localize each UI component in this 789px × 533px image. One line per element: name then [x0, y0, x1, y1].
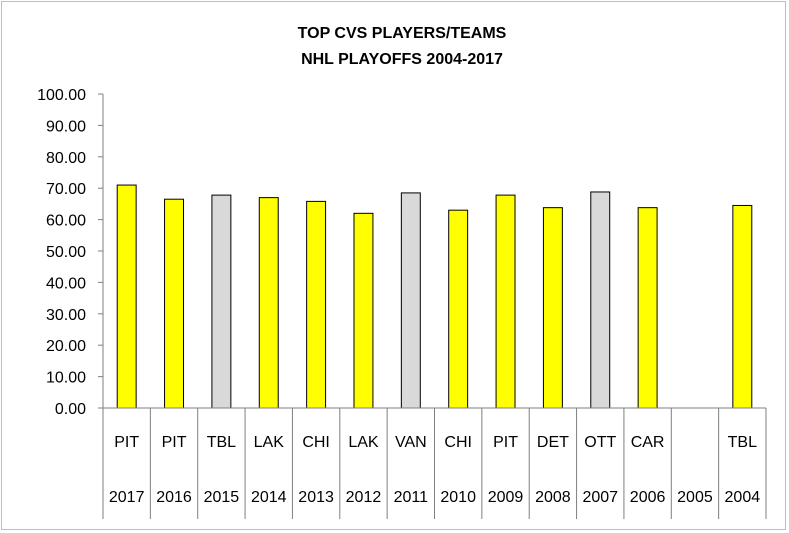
bar-2014: [258, 197, 279, 409]
y-tick-label: 100.00: [37, 87, 86, 104]
x-label-team: CAR: [631, 434, 665, 451]
y-tick-label: 30.00: [46, 307, 86, 324]
y-tick-label: 10.00: [46, 370, 86, 387]
x-label-year: 2007: [582, 489, 618, 506]
x-label-team: VAN: [395, 434, 427, 451]
x-label-year: 2010: [440, 489, 476, 506]
x-axis: PIT 2017 PIT 2016 TBL 2015 LAK 2014 CHI 2013 LAK 20…: [102, 407, 767, 519]
x-label-team: PIT: [162, 434, 187, 451]
bar-2007: [590, 191, 611, 409]
x-label-year: 2009: [488, 489, 524, 506]
x-label-year: 2008: [535, 489, 571, 506]
x-label-team: TBL: [728, 434, 757, 451]
y-tick-label: 70.00: [46, 181, 86, 198]
bar-2009: [495, 194, 516, 409]
bar-2004: [732, 204, 753, 409]
x-label-team: TBL: [207, 434, 236, 451]
x-label-year: 2004: [725, 489, 761, 506]
x-label-team: PIT: [493, 434, 518, 451]
y-tick-label: 20.00: [46, 338, 86, 355]
bar-2011: [400, 192, 421, 409]
bar-2006: [637, 207, 658, 409]
y-tick-label: 0.00: [55, 401, 86, 418]
x-label-year: 2005: [677, 489, 713, 506]
bar-2017: [116, 184, 137, 409]
y-tick-label: 60.00: [46, 213, 86, 230]
x-label-team: OTT: [584, 434, 616, 451]
chart-title-line2: NHL PLAYOFFS 2004-2017: [301, 51, 503, 68]
x-label-year: 2017: [109, 489, 145, 506]
y-tick-label: 50.00: [46, 244, 86, 261]
chart-title-line1: TOP CVS PLAYERS/TEAMS: [298, 25, 507, 42]
x-label-year: 2015: [204, 489, 240, 506]
bar-2013: [306, 200, 327, 409]
bar-2015: [211, 194, 232, 409]
x-label-team: DET: [537, 434, 569, 451]
x-label-team: LAK: [348, 434, 379, 451]
bar-2010: [448, 209, 469, 409]
bar-2008: [542, 207, 563, 409]
y-tick-label: 40.00: [46, 275, 86, 292]
x-label-year: 2006: [630, 489, 666, 506]
x-label-year: 2011: [394, 489, 429, 506]
y-axis: 0.00 10.00 20.00 30.00 40.00 50.00 60.00 70.00 8…: [37, 87, 104, 418]
x-label-team: PIT: [114, 434, 139, 451]
y-tick-label: 80.00: [46, 150, 86, 167]
bar-2016: [164, 198, 185, 409]
x-label-year: 2014: [251, 489, 287, 506]
x-label-team: LAK: [254, 434, 285, 451]
x-label-year: 2016: [156, 489, 192, 506]
x-label-year: 2013: [298, 489, 334, 506]
bars: [116, 184, 753, 409]
y-tick-label: 90.00: [46, 118, 86, 135]
x-label-team: CHI: [302, 434, 330, 451]
x-label-team: CHI: [444, 434, 472, 451]
bar-2012: [353, 212, 374, 409]
x-label-year: 2012: [346, 489, 382, 506]
